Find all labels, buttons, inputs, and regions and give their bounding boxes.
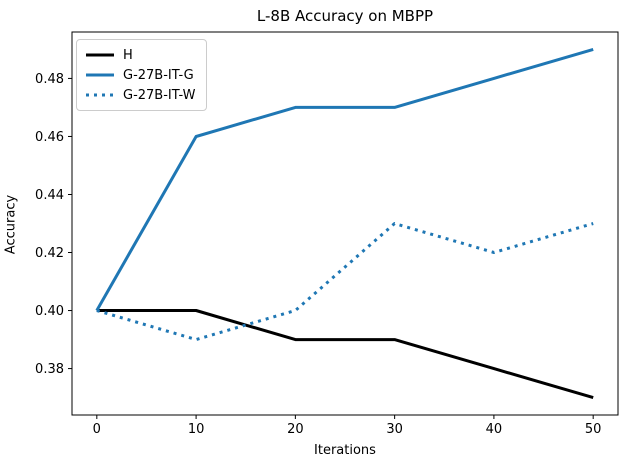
legend-line-sample (86, 53, 114, 57)
x-tick-label: 10 (188, 422, 205, 437)
series-line-G-27B-IT-W (96, 222, 594, 342)
legend-item-G-27B-IT-W: G-27B-IT-W (86, 85, 196, 105)
x-axis-label: Iterations (314, 443, 376, 458)
series-line-G-27B-IT-G (95, 47, 594, 312)
y-tick-label: 0.44 (35, 188, 64, 203)
legend-line-sample (86, 93, 114, 97)
y-tick-label: 0.42 (35, 246, 64, 261)
series-line-H (96, 309, 594, 400)
y-tick-label: 0.48 (35, 72, 64, 87)
x-tick-label: 30 (386, 422, 403, 437)
legend-label: G-27B-IT-G (123, 67, 194, 83)
chart-title: L-8B Accuracy on MBPP (256, 7, 434, 25)
legend-item-G-27B-IT-G: G-27B-IT-G (86, 65, 196, 85)
x-tick-label: 20 (287, 422, 304, 437)
x-tick-label: 40 (486, 422, 503, 437)
x-tick-label: 50 (585, 422, 602, 437)
y-tick-label: 0.46 (35, 130, 64, 145)
legend: H G-27B-IT-G G-27B-IT-W (76, 39, 207, 111)
y-tick-label: 0.40 (35, 304, 64, 319)
legend-item-H: H (86, 45, 196, 65)
y-tick-label: 0.38 (35, 362, 64, 377)
legend-line-sample (86, 73, 114, 77)
axes-frame (71, 31, 619, 416)
legend-label: G-27B-IT-W (123, 87, 196, 103)
legend-label: H (123, 47, 133, 63)
y-axis-label: Accuracy (3, 194, 19, 255)
x-tick-label: 0 (93, 422, 101, 437)
